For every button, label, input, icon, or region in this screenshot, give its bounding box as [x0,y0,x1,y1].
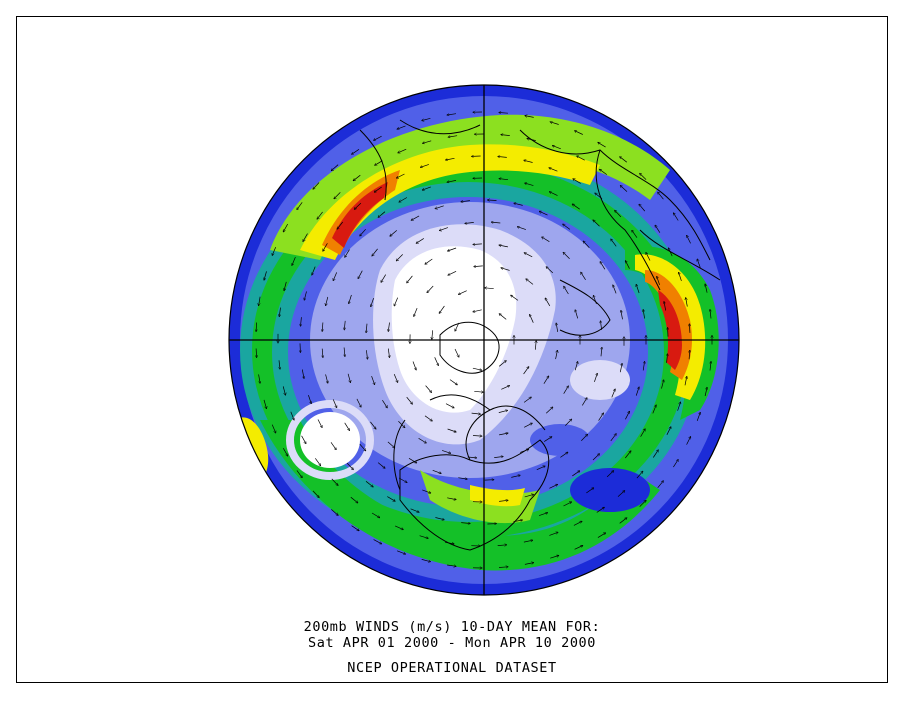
wind-arrow [689,324,690,333]
caption-dates: Sat APR 01 2000 - Mon APR 10 2000 [0,636,904,651]
wind-arrow [256,349,257,358]
caption-title: 200mb WINDS (m/s) 10-DAY MEAN FOR: [0,620,904,635]
wind-arrow [256,323,257,332]
caption-dataset: NCEP OPERATIONAL DATASET [0,661,904,676]
wind-arrow [488,200,497,201]
